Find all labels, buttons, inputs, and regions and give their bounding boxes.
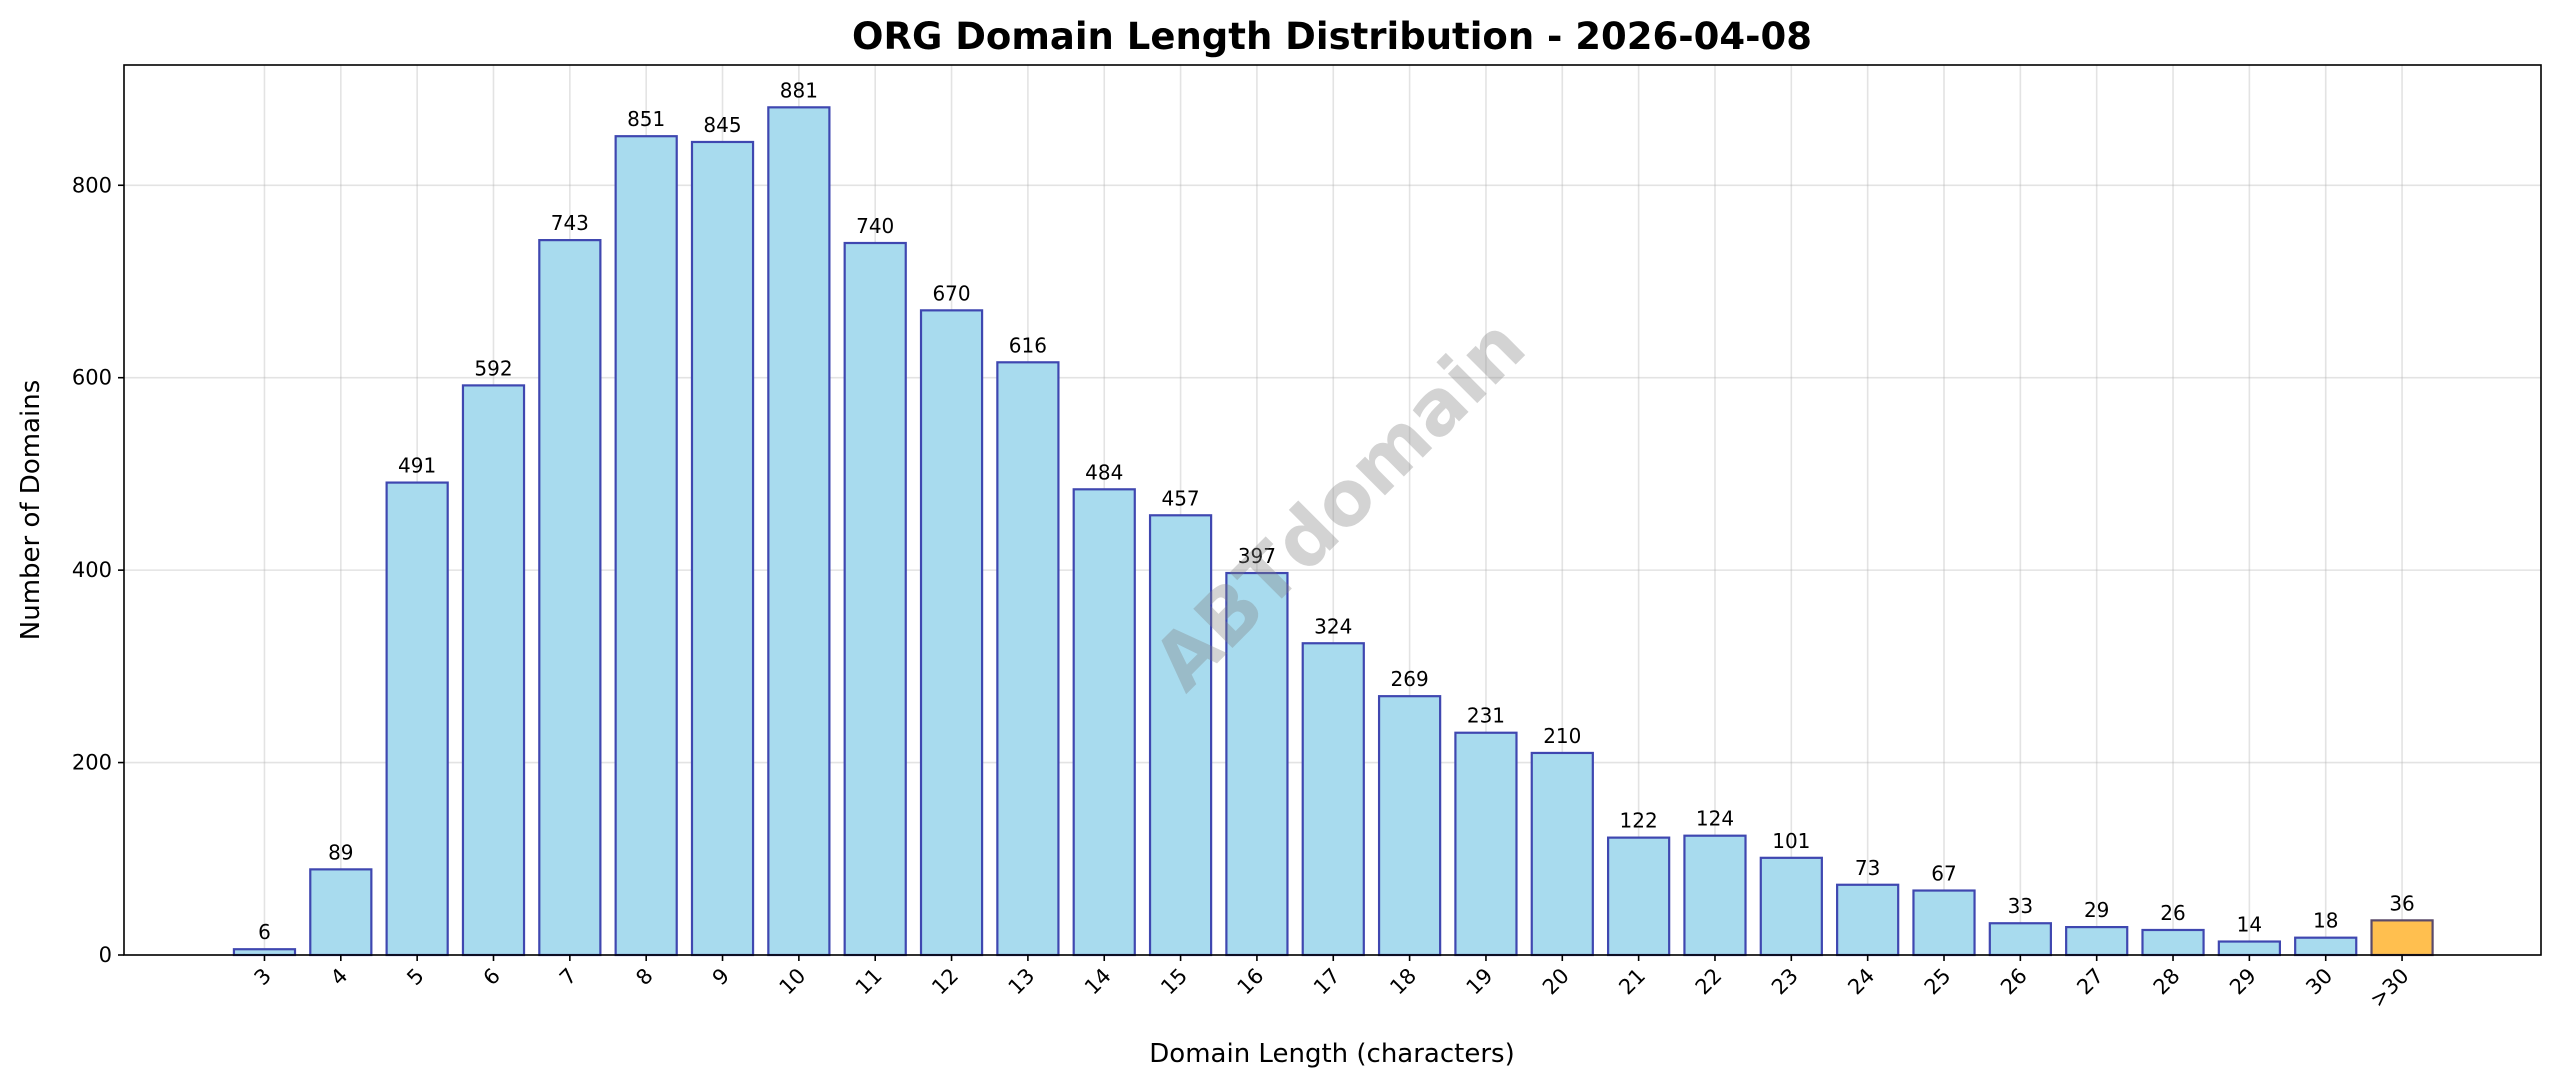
bar-21: [1606, 836, 1671, 957]
x-axis-label: Domain Length (characters): [1149, 1039, 1514, 1069]
data-label-25: 67: [1931, 862, 1956, 886]
bar-20: [1530, 751, 1594, 957]
data-label-6: 592: [474, 356, 512, 380]
bar-4: [309, 868, 373, 957]
x-tick-label: 3: [250, 964, 276, 990]
x-tick-label: 30: [2301, 964, 2337, 1000]
x-tick-label: 27: [2072, 964, 2108, 1000]
data-label-5: 491: [398, 454, 436, 478]
data-label-13: 616: [1009, 333, 1047, 357]
y-ticks: 0 200 400 600 800: [72, 173, 124, 967]
x-tick-label: 19: [1462, 964, 1498, 1000]
chart-title: ORG Domain Length Distribution - 2026-04…: [852, 15, 1812, 58]
data-label-7: 743: [551, 211, 589, 235]
x-tick-label: 12: [927, 964, 963, 1000]
data-label-11: 740: [856, 214, 894, 238]
x-tick-label: 10: [775, 964, 811, 1000]
x-tick-label: 8: [631, 964, 657, 990]
data-label-17: 324: [1314, 614, 1352, 638]
bar-7: [538, 239, 602, 957]
data-label-18: 269: [1391, 667, 1429, 691]
y-axis-label: Number of Domains: [16, 380, 46, 640]
data-label-30: 18: [2313, 909, 2338, 933]
y-tick-label: 200: [72, 751, 112, 775]
data-label-26: 33: [2008, 894, 2033, 918]
bar-6: [461, 384, 526, 957]
bar-3: [232, 948, 297, 957]
bar-19: [1454, 731, 1518, 957]
data-label-15: 457: [1161, 486, 1199, 510]
bar-29: [2217, 940, 2282, 957]
x-tick-label: 15: [1156, 964, 1192, 1000]
x-tick-label: 7: [555, 964, 581, 990]
x-tick-label: 25: [1920, 964, 1956, 1000]
data-label-19: 231: [1467, 704, 1505, 728]
x-tick-label: 4: [326, 964, 352, 990]
data-label-24: 73: [1855, 856, 1880, 880]
data-label-21: 122: [1620, 809, 1658, 833]
x-tick-label: >30: [2365, 964, 2413, 1012]
x-tick-label: 14: [1080, 964, 1116, 1000]
bar-26: [1988, 922, 2052, 957]
bar-8: [614, 135, 678, 957]
data-label-14: 484: [1085, 460, 1123, 484]
bar-9: [690, 140, 755, 957]
data-label-20: 210: [1543, 724, 1581, 748]
x-tick-label: 16: [1233, 964, 1269, 1000]
bar-25: [1912, 889, 1976, 957]
x-tick-label: 24: [1843, 964, 1879, 1000]
bars: [232, 106, 2434, 957]
data-label-29: 14: [2237, 913, 2262, 937]
bar-17: [1301, 642, 1365, 957]
bar-13: [996, 361, 1060, 957]
bar-30: [2294, 936, 2358, 957]
data-label-9: 845: [703, 113, 741, 137]
bar-28: [2141, 928, 2205, 957]
bar-12: [919, 309, 984, 957]
x-tick-label: 22: [1691, 964, 1727, 1000]
x-ticks: 3 4 5 6 7 8 9 10 11 12 13 14 15 16 17 18 19 20 21 22 23 24 25 2…: [250, 955, 2414, 1012]
bar-22: [1683, 834, 1747, 957]
data-label-12: 670: [932, 281, 970, 305]
bar-18: [1377, 695, 1442, 957]
bar-5: [385, 481, 449, 957]
x-tick-label: 28: [2149, 964, 2185, 1000]
x-tick-label: 21: [1614, 964, 1650, 1000]
x-tick-label: 5: [402, 964, 428, 990]
data-label-28: 26: [2160, 901, 2185, 925]
x-tick-label: 23: [1767, 964, 1803, 1000]
x-tick-label: 26: [1996, 964, 2032, 1000]
x-tick-label: 11: [851, 964, 887, 1000]
x-tick-label: 9: [708, 964, 734, 990]
y-tick-label: 800: [72, 173, 112, 197]
bar-24: [1836, 883, 1900, 957]
data-label-22: 124: [1696, 807, 1734, 831]
bar-11: [843, 241, 907, 957]
x-tick-label: 29: [2225, 964, 2261, 1000]
bar-10: [767, 106, 831, 957]
data-labels: 6 89 491 592 743 851 845 881 740 670 616 484 457 397 3…: [258, 78, 2415, 944]
bar-27: [2065, 925, 2129, 957]
data-label-23: 101: [1772, 829, 1810, 853]
x-tick-label: 6: [479, 964, 505, 990]
y-tick-label: 600: [72, 366, 112, 390]
data-label-8: 851: [627, 107, 665, 131]
bar-14: [1072, 488, 1136, 957]
y-tick-label: 0: [99, 943, 112, 967]
x-tick-label: 13: [1004, 964, 1040, 1000]
data-label-10: 881: [780, 78, 818, 102]
data-label-4: 89: [328, 840, 353, 864]
y-tick-label: 400: [72, 558, 112, 582]
x-tick-label: 20: [1538, 964, 1574, 1000]
bar-23: [1759, 856, 1823, 957]
data-label->30: 36: [2389, 891, 2414, 915]
data-label-3: 6: [258, 920, 271, 944]
x-tick-label: 17: [1309, 964, 1345, 1000]
x-tick-label: 18: [1385, 964, 1421, 1000]
data-label-27: 29: [2084, 898, 2109, 922]
bar->30: [2370, 919, 2434, 957]
data-label-16: 397: [1238, 544, 1276, 568]
